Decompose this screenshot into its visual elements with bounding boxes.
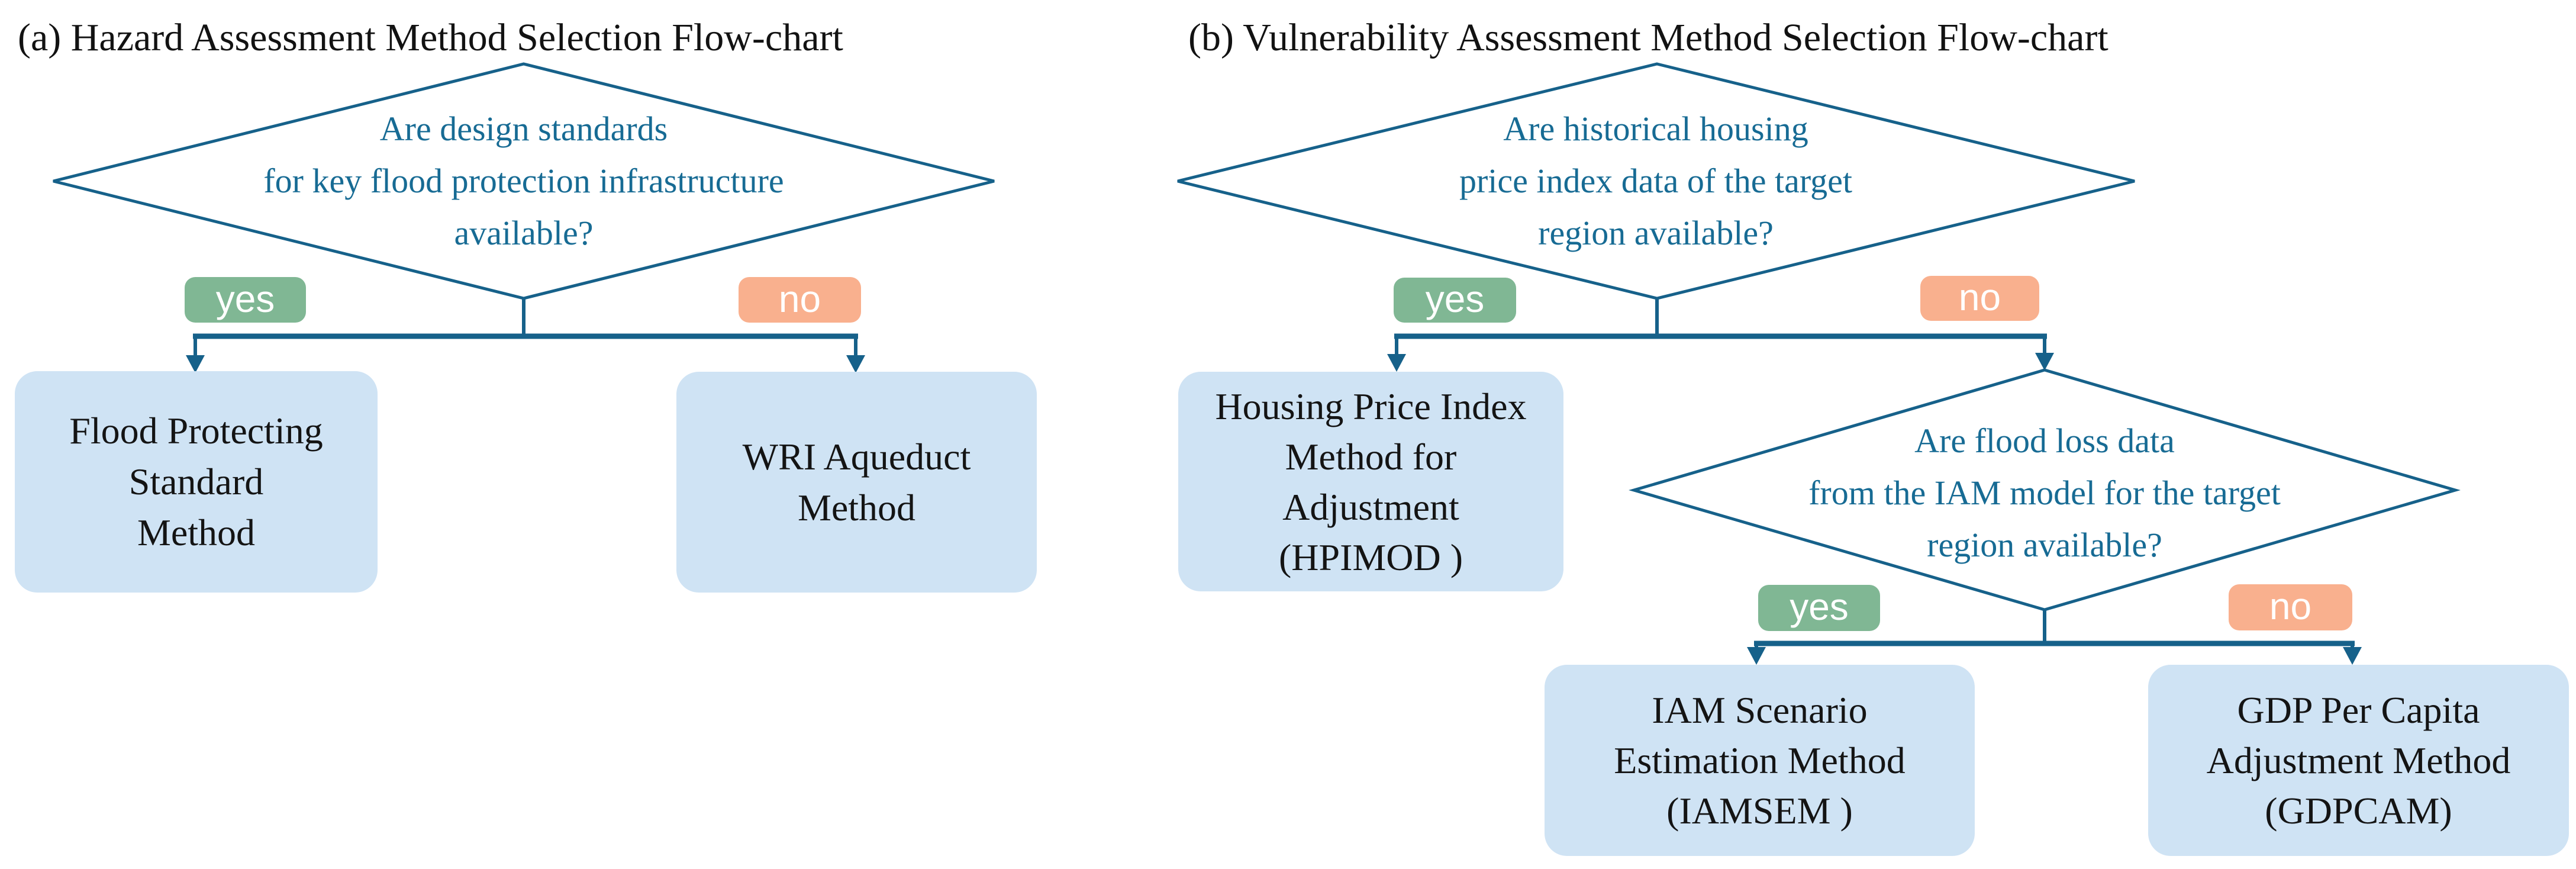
method-box-line: Method	[797, 486, 916, 529]
decision-question-b2-line3: region available?	[1927, 526, 2162, 564]
arrowhead-b1-no-icon	[2035, 353, 2054, 371]
flowchart-b-title: (b) Vulnerability Assessment Method Sele…	[1188, 16, 2108, 59]
no-badge-a: no	[739, 277, 861, 323]
method-box-wri-aqueduct: WRI Aqueduct Method	[676, 372, 1037, 593]
arrowhead-b2-no-icon	[2343, 647, 2362, 665]
decision-question-b1-line1: Are historical housing	[1503, 110, 1808, 148]
decision-question-b2-line1: Are flood loss data	[1914, 421, 2175, 460]
method-box-line: WRI Aqueduct	[742, 435, 971, 478]
decision-question-a: Are design standards for key flood prote…	[263, 103, 784, 259]
yes-badge-b1: yes	[1394, 278, 1516, 323]
method-box-line: Adjustment	[1282, 485, 1459, 528]
flowchart-a-title: (a) Hazard Assessment Method Selection F…	[18, 16, 843, 59]
method-box-line: (GDPCAM)	[2265, 790, 2452, 832]
method-box-line: Standard	[128, 461, 264, 503]
arrowhead-a-no-icon	[846, 355, 865, 373]
decision-question-a-line3: available?	[454, 214, 594, 252]
no-badge-b2: no	[2229, 584, 2352, 630]
method-box-housing-price-index: Housing Price Index Method for Adjustmen…	[1178, 372, 1563, 591]
method-box-gdp-per-capita-adjustment: GDP Per Capita Adjustment Method (GDPCAM…	[2148, 665, 2569, 856]
method-box-line: GDP Per Capita	[2237, 689, 2480, 731]
method-box-line: Method for	[1285, 435, 1457, 478]
decision-question-b1: Are historical housing price index data …	[1459, 103, 1852, 259]
no-badge-b1: no	[1920, 276, 2039, 321]
decision-question-a-line1: Are design standards	[379, 110, 668, 148]
decision-question-a-line2: for key flood protection infrastructure	[263, 162, 784, 200]
arrowhead-a-yes-icon	[186, 355, 205, 373]
yes-badge-b2: yes	[1758, 585, 1880, 631]
method-box-line: Method	[137, 511, 256, 553]
decision-question-b1-line2: price index data of the target	[1459, 162, 1853, 200]
method-box-line: (HPIMOD )	[1278, 536, 1463, 578]
yes-badge-a: yes	[185, 277, 306, 323]
method-box-line: (IAMSEM )	[1666, 790, 1853, 832]
decision-question-b1-line3: region available?	[1538, 214, 1774, 252]
method-box-flood-protecting-standard: Flood Protecting Standard Method	[15, 371, 378, 593]
arrowhead-b2-yes-icon	[1747, 647, 1766, 665]
method-box-line: Flood Protecting	[69, 410, 323, 452]
decision-question-b2-line2: from the IAM model for the target	[1808, 474, 2281, 512]
method-box-line: IAM Scenario	[1652, 689, 1868, 731]
method-box-iam-scenario-estimation: IAM Scenario Estimation Method (IAMSEM )	[1545, 665, 1975, 856]
method-box-line: Adjustment Method	[2206, 739, 2511, 781]
decision-question-b2: Are flood loss data from the IAM model f…	[1808, 415, 2281, 571]
method-box-line: Estimation Method	[1614, 739, 1906, 781]
arrowhead-b1-yes-icon	[1387, 354, 1406, 372]
method-box-line: Housing Price Index	[1215, 385, 1527, 427]
